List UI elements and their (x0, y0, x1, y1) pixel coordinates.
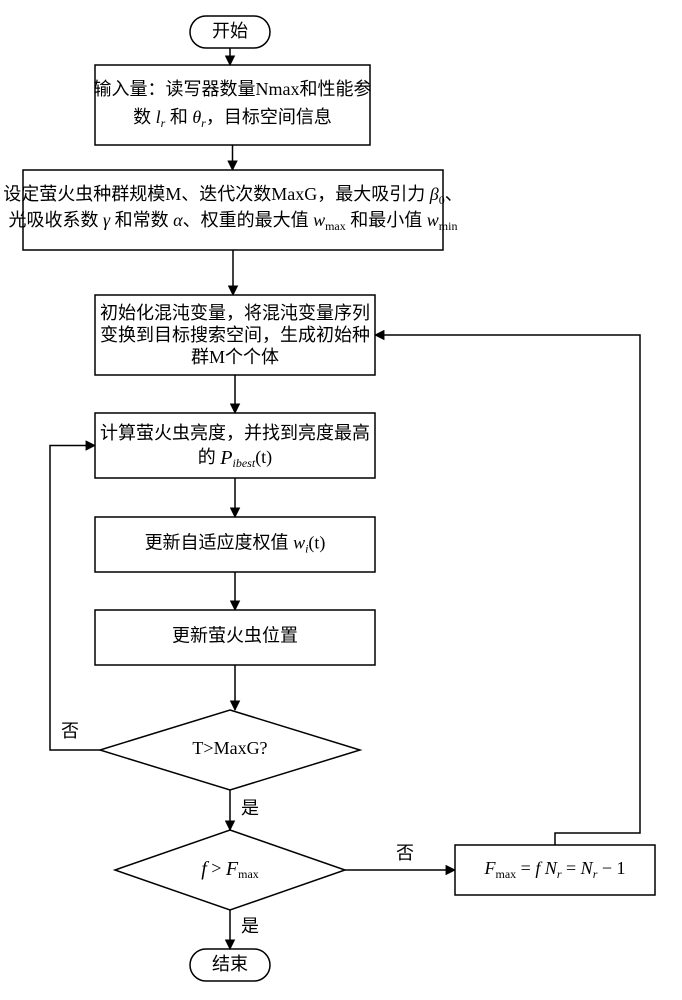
input-line1: 输入量：读写器数量Nmax和性能参 (94, 79, 372, 99)
init-line2: 变换到目标搜索空间，生成初始种 (100, 325, 370, 345)
d1-label: T>MaxG? (192, 738, 267, 758)
d1-no-label: 否 (61, 721, 79, 741)
d2-yes-label: 是 (241, 916, 259, 936)
d2-no-label: 否 (396, 843, 414, 863)
init-line1: 初始化混沌变量，将混沌变量序列 (100, 303, 370, 323)
updatew-line1: 更新自适应度权值 wi(t) (145, 533, 326, 556)
input-node (95, 65, 370, 145)
init-line3: 群M个个体 (191, 347, 279, 367)
calc-line1: 计算萤火虫亮度，并找到亮度最高 (100, 423, 370, 443)
start-label: 开始 (212, 21, 248, 41)
setparams-line2: 光吸收系数 γ 和常数 α、权重的最大值 wmax 和最小值 wmin (9, 210, 458, 233)
end-label: 结束 (212, 954, 248, 974)
d1-yes-label: 是 (241, 798, 259, 818)
setparams-line1: 设定萤火虫种群规模M、迭代次数MaxG，最大吸引力 β0、 (3, 184, 462, 207)
updatepos-line1: 更新萤火虫位置 (172, 626, 298, 646)
